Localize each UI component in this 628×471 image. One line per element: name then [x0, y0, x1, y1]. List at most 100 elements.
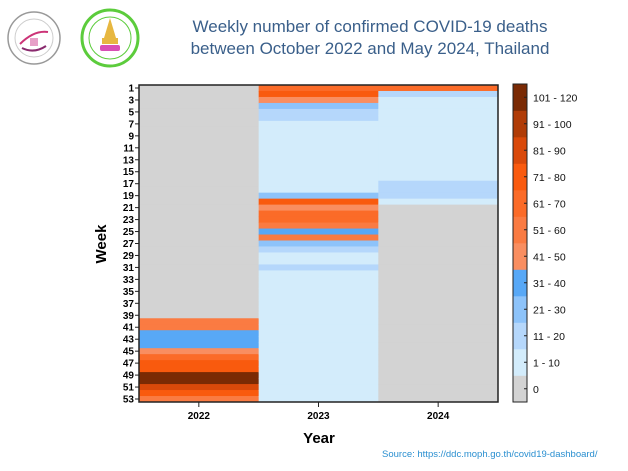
heatmap-cell-2022-week-17: [139, 180, 260, 188]
legend-label: 61 - 70: [533, 198, 566, 210]
heatmap-cell-2023-week-38: [258, 306, 379, 313]
legend-label: 41 - 50: [533, 251, 566, 263]
heatmap-cell-2024-week-20: [378, 198, 499, 206]
heatmap-cell-2022-week-5: [139, 108, 260, 116]
legend-swatch: [513, 349, 527, 376]
heatmap-cell-2023-week-49: [258, 372, 379, 379]
legend-swatch: [513, 84, 527, 111]
heatmap-cell-2024-week-7: [378, 120, 499, 128]
heatmap-cell-2023-week-33: [258, 276, 379, 283]
heatmap-cell-2022-week-30: [139, 258, 260, 265]
heatmap-cell-2024-week-49: [378, 372, 499, 379]
heatmap-cell-2023-week-17: [258, 180, 379, 188]
heatmap-cell-2022-week-28: [139, 246, 260, 253]
heatmap-cell-2023-week-46: [258, 354, 379, 361]
legend-swatch: [513, 190, 527, 217]
heatmap-cell-2024-week-12: [378, 150, 499, 158]
y-tick-label: 31: [123, 263, 135, 274]
heatmap-cell-2023-week-3: [258, 96, 379, 104]
heatmap-cell-2024-week-44: [378, 342, 499, 349]
heatmap-cell-2024-week-19: [378, 192, 499, 200]
legend-label: 91 - 100: [533, 119, 572, 131]
heatmap-cell-2024-week-11: [378, 144, 499, 152]
y-tick-label: 3: [128, 95, 134, 106]
y-tick-label: 29: [123, 251, 135, 262]
heatmap-cell-2022-week-9: [139, 132, 260, 140]
heatmap-cell-2024-week-16: [378, 174, 499, 182]
heatmap-cell-2023-week-29: [258, 252, 379, 259]
heatmap-cell-2024-week-25: [378, 228, 499, 236]
heatmap-cell-2022-week-40: [139, 318, 260, 325]
heatmap-cell-2023-week-34: [258, 282, 379, 289]
heatmap-cell-2024-week-48: [378, 366, 499, 373]
heatmap-cell-2023-week-20: [258, 198, 379, 206]
legend-swatch: [513, 163, 527, 191]
heatmap-cell-2023-week-53: [258, 396, 379, 403]
heatmap-cell-2022-week-20: [139, 198, 260, 206]
y-tick-label: 19: [123, 191, 135, 202]
heatmap-cell-2023-week-10: [258, 138, 379, 146]
heatmap-cell-2023-week-48: [258, 366, 379, 373]
heatmap-cell-2022-week-8: [139, 126, 260, 134]
legend-swatch: [513, 216, 527, 244]
x-tick-label: 2024: [427, 411, 450, 422]
heatmap-cell-2023-week-41: [258, 324, 379, 331]
y-tick-label: 39: [123, 311, 135, 322]
heatmap-cell-2024-week-51: [378, 384, 499, 391]
heatmap-cell-2024-week-10: [378, 138, 499, 146]
source-note: Source: https://ddc.moph.go.th/covid19-d…: [382, 449, 598, 460]
heatmap-cell-2022-week-14: [139, 162, 260, 170]
heatmap-cell-2024-week-29: [378, 252, 499, 259]
legend-swatch: [513, 137, 527, 164]
legend-swatch: [513, 375, 527, 403]
heatmap-cell-2024-week-26: [378, 234, 499, 242]
legend-label: 51 - 60: [533, 225, 566, 237]
y-tick-label: 17: [123, 179, 135, 190]
heatmap-cell-2022-week-38: [139, 306, 260, 313]
heatmap-cell-2022-week-6: [139, 114, 260, 122]
legend-swatch: [513, 322, 527, 350]
heatmap-cell-2022-week-35: [139, 288, 260, 295]
y-tick-label: 25: [123, 227, 135, 238]
y-tick-label: 15: [123, 167, 135, 178]
heatmap-cell-2022-week-13: [139, 156, 260, 164]
heatmap-cell-2022-week-3: [139, 96, 260, 104]
heatmap-cell-2022-week-39: [139, 312, 260, 319]
heatmap-cell-2024-week-22: [378, 210, 499, 218]
heatmap-cell-2022-week-26: [139, 234, 260, 242]
heatmap-cell-2023-week-15: [258, 168, 379, 176]
heatmap-cell-2024-week-36: [378, 294, 499, 301]
heatmap-cell-2023-week-30: [258, 258, 379, 265]
heatmap-cell-2022-week-34: [139, 282, 260, 289]
heatmap-cell-2023-week-8: [258, 126, 379, 134]
heatmap-cell-2022-week-42: [139, 330, 260, 337]
heatmap-cell-2022-week-46: [139, 354, 260, 361]
heatmap-cell-2023-week-11: [258, 144, 379, 152]
heatmap-cell-2023-week-52: [258, 390, 379, 397]
heatmap-cell-2022-week-43: [139, 336, 260, 343]
y-axis-label: Week: [93, 224, 110, 264]
heatmap-cell-2023-week-4: [258, 102, 379, 110]
heatmap-cell-2023-week-5: [258, 108, 379, 116]
heatmap-cell-2024-week-31: [378, 264, 499, 271]
heatmap-cell-2023-week-50: [258, 378, 379, 385]
legend-label: 21 - 30: [533, 304, 566, 316]
heatmap-cell-2024-week-37: [378, 300, 499, 307]
heatmap-cell-2024-week-34: [378, 282, 499, 289]
heatmap-cell-2024-week-3: [378, 96, 499, 104]
heatmap-cell-2024-week-32: [378, 270, 499, 277]
y-tick-label: 23: [123, 215, 135, 226]
heatmap-cell-2024-week-35: [378, 288, 499, 295]
heatmap-cell-2024-week-27: [378, 240, 499, 247]
y-tick-label: 13: [123, 155, 135, 166]
heatmap-cell-2023-week-45: [258, 348, 379, 355]
heatmap-cell-2023-week-24: [258, 222, 379, 230]
heatmap-cell-2024-week-14: [378, 162, 499, 170]
heatmap-cell-2022-week-52: [139, 390, 260, 397]
heatmap-cell-2024-week-52: [378, 390, 499, 397]
heatmap-cell-2022-week-29: [139, 252, 260, 259]
y-tick-label: 11: [123, 143, 134, 154]
heatmap-cell-2023-week-47: [258, 360, 379, 367]
legend-frame: [512, 83, 528, 403]
heatmap-cell-2023-week-36: [258, 294, 379, 301]
